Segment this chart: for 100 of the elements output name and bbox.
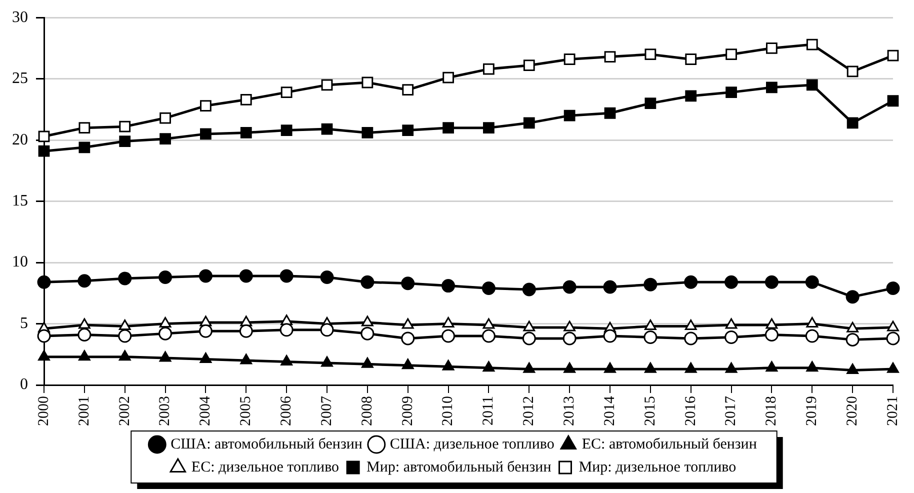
point (402, 124, 414, 136)
point (159, 317, 172, 328)
point (523, 117, 535, 129)
point (362, 76, 374, 88)
point (78, 318, 90, 329)
x-tick-label: 2020 (844, 396, 861, 426)
point (644, 98, 656, 110)
point (160, 112, 171, 124)
point (38, 130, 50, 142)
x-tick-label: 2006 (278, 396, 295, 426)
point (401, 332, 415, 346)
x-tick-label: 2004 (198, 396, 214, 426)
point (724, 330, 738, 344)
point (442, 122, 454, 134)
point (886, 332, 900, 346)
point (764, 328, 778, 342)
point (239, 269, 253, 283)
point (805, 275, 819, 289)
x-tick-label: 2008 (359, 396, 376, 426)
x-tick-label: 2001 (76, 396, 92, 426)
point (806, 79, 818, 91)
y-tick-label: 30 (12, 8, 28, 26)
point (119, 120, 131, 132)
point (402, 318, 414, 329)
x-tick-label: 2012 (521, 396, 538, 426)
point (887, 95, 899, 107)
point (239, 324, 253, 338)
point (240, 127, 252, 138)
point (118, 329, 132, 343)
x-tick-label: 2016 (682, 396, 699, 426)
x-tick-label: 2010 (440, 396, 456, 426)
point (78, 142, 90, 154)
y-tick-label: 5 (20, 314, 28, 332)
point (78, 122, 90, 134)
point (158, 326, 172, 340)
point (724, 275, 738, 289)
point (725, 318, 738, 329)
point (482, 282, 496, 295)
y-tick-label: 25 (12, 70, 28, 88)
point (321, 123, 333, 135)
point (442, 360, 454, 370)
point (38, 350, 50, 361)
point (766, 361, 778, 372)
y-tick-label: 0 (20, 376, 28, 394)
point (766, 42, 778, 54)
point (280, 323, 294, 337)
point (766, 318, 778, 329)
point (119, 136, 131, 147)
legend-label: Мир: дизельное топливо (578, 459, 736, 476)
point (846, 364, 859, 374)
point (240, 354, 252, 364)
point (725, 362, 738, 373)
point (805, 329, 819, 343)
point (78, 274, 92, 288)
x-tick-label: 2018 (764, 396, 780, 426)
point (726, 48, 737, 60)
point (846, 117, 858, 129)
point (240, 94, 252, 106)
point (887, 320, 899, 332)
point (200, 100, 212, 112)
point (685, 90, 697, 102)
point (603, 329, 617, 343)
point (644, 278, 658, 292)
point (806, 317, 818, 328)
x-tick-label: 2002 (116, 396, 133, 426)
point (200, 352, 212, 364)
point (200, 128, 212, 140)
point (78, 328, 92, 342)
point (321, 79, 333, 91)
legend-label: США: автомобильный бензин (170, 436, 362, 452)
point (280, 86, 292, 98)
y-tick-label: 10 (12, 254, 28, 271)
point (280, 269, 294, 283)
point (684, 332, 698, 346)
point (764, 275, 778, 289)
x-tick-label: 2011 (480, 396, 497, 426)
point (482, 361, 495, 372)
x-tick-label: 2003 (157, 396, 174, 426)
x-tick-label: 2007 (318, 396, 335, 426)
point (280, 124, 292, 136)
point (564, 110, 576, 122)
x-tick-label: 2014 (602, 396, 618, 426)
point (442, 72, 454, 84)
point (118, 272, 132, 286)
legend-label: ЕС: дизельное топливо (191, 459, 340, 476)
point (684, 362, 697, 373)
point (442, 317, 454, 328)
point (402, 358, 414, 370)
point (362, 127, 374, 138)
point (198, 324, 212, 338)
point (564, 320, 576, 332)
y-tick-label: 20 (12, 131, 28, 148)
x-tick-label: 2013 (562, 396, 578, 426)
point (118, 350, 131, 361)
point (38, 145, 50, 157)
point (846, 290, 860, 304)
point (483, 63, 494, 75)
point (846, 66, 858, 78)
point (360, 326, 374, 340)
point (523, 320, 536, 332)
